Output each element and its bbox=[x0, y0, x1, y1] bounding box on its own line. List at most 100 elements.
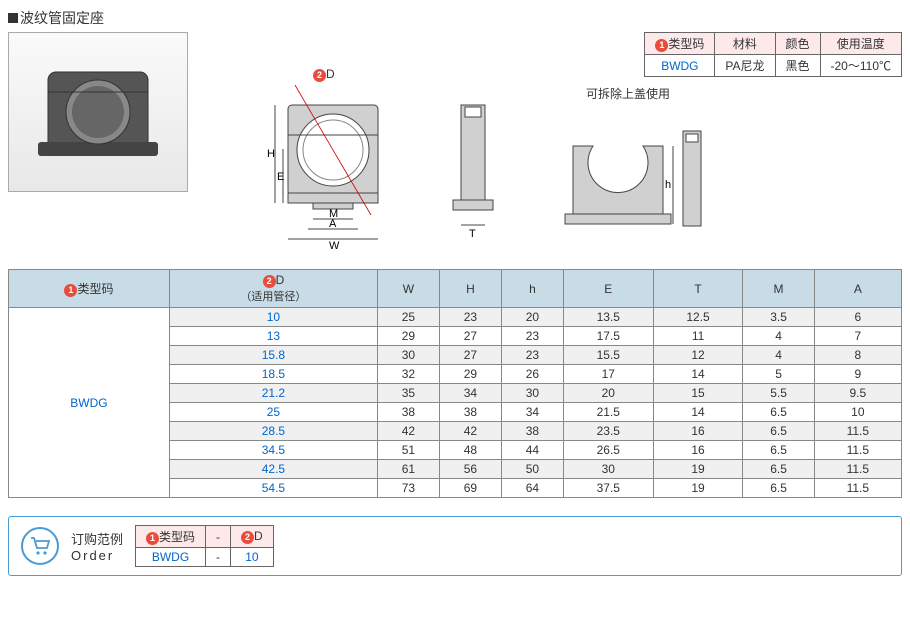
th-hh: h bbox=[501, 270, 563, 308]
value-cell: 13.5 bbox=[563, 308, 653, 327]
value-cell: 32 bbox=[377, 365, 439, 384]
value-cell: 6 bbox=[814, 308, 901, 327]
value-cell: 10 bbox=[814, 403, 901, 422]
value-cell: 25 bbox=[377, 308, 439, 327]
spec-header-material: 材料 bbox=[715, 33, 775, 55]
th-d: 2D（适用管径） bbox=[169, 270, 377, 308]
value-cell: 6.5 bbox=[743, 422, 814, 441]
value-cell: 4 bbox=[743, 346, 814, 365]
value-cell: 50 bbox=[501, 460, 563, 479]
th-h: H bbox=[439, 270, 501, 308]
d-cell: 42.5 bbox=[169, 460, 377, 479]
order-sep: - bbox=[206, 526, 231, 548]
value-cell: 27 bbox=[439, 327, 501, 346]
value-cell: 27 bbox=[439, 346, 501, 365]
order-d: 10 bbox=[231, 548, 274, 567]
value-cell: 14 bbox=[653, 403, 743, 422]
value-cell: 5.5 bbox=[743, 384, 814, 403]
d-cell: 21.2 bbox=[169, 384, 377, 403]
value-cell: 34 bbox=[439, 384, 501, 403]
svg-text:T: T bbox=[469, 228, 476, 240]
value-cell: 29 bbox=[377, 327, 439, 346]
value-cell: 4 bbox=[743, 327, 814, 346]
technical-diagrams: 2D H E M A W bbox=[203, 85, 902, 259]
value-cell: 30 bbox=[501, 384, 563, 403]
value-cell: 20 bbox=[563, 384, 653, 403]
value-cell: 15 bbox=[653, 384, 743, 403]
value-cell: 51 bbox=[377, 441, 439, 460]
type-code-cell: BWDG bbox=[9, 308, 170, 498]
th-a: A bbox=[814, 270, 901, 308]
value-cell: 19 bbox=[653, 460, 743, 479]
value-cell: 3.5 bbox=[743, 308, 814, 327]
value-cell: 29 bbox=[439, 365, 501, 384]
value-cell: 38 bbox=[439, 403, 501, 422]
value-cell: 14 bbox=[653, 365, 743, 384]
d-cell: 13 bbox=[169, 327, 377, 346]
order-table: 1类型码 - 2D BWDG - 10 bbox=[135, 525, 274, 567]
value-cell: 23 bbox=[439, 308, 501, 327]
value-cell: 11.5 bbox=[814, 422, 901, 441]
value-cell: 23.5 bbox=[563, 422, 653, 441]
spec-code: BWDG bbox=[645, 55, 715, 77]
th-type: 1类型码 bbox=[9, 270, 170, 308]
spec-header-temp: 使用温度 bbox=[820, 33, 901, 55]
order-label: 订购范例 Order bbox=[71, 529, 123, 563]
svg-text:H: H bbox=[267, 148, 275, 160]
value-cell: 56 bbox=[439, 460, 501, 479]
value-cell: 6.5 bbox=[743, 479, 814, 498]
value-cell: 20 bbox=[501, 308, 563, 327]
svg-text:E: E bbox=[277, 171, 284, 183]
spec-header-color: 颜色 bbox=[775, 33, 820, 55]
value-cell: 11.5 bbox=[814, 460, 901, 479]
value-cell: 34 bbox=[501, 403, 563, 422]
value-cell: 38 bbox=[377, 403, 439, 422]
value-cell: 26 bbox=[501, 365, 563, 384]
svg-text:h: h bbox=[665, 179, 671, 191]
table-row: BWDG1025232013.512.53.56 bbox=[9, 308, 902, 327]
value-cell: 26.5 bbox=[563, 441, 653, 460]
th-m: M bbox=[743, 270, 814, 308]
value-cell: 15.5 bbox=[563, 346, 653, 365]
value-cell: 6.5 bbox=[743, 403, 814, 422]
th-w: W bbox=[377, 270, 439, 308]
spec-header-type: 1类型码 bbox=[645, 33, 715, 55]
value-cell: 30 bbox=[377, 346, 439, 365]
cart-icon bbox=[21, 527, 59, 565]
svg-text:W: W bbox=[329, 240, 340, 252]
value-cell: 8 bbox=[814, 346, 901, 365]
th-t: T bbox=[653, 270, 743, 308]
value-cell: 30 bbox=[563, 460, 653, 479]
d-cell: 34.5 bbox=[169, 441, 377, 460]
spec-table: 1类型码 材料 颜色 使用温度 BWDG PA尼龙 黑色 -20～110℃ bbox=[644, 32, 902, 77]
value-cell: 19 bbox=[653, 479, 743, 498]
d-cell: 18.5 bbox=[169, 365, 377, 384]
value-cell: 17.5 bbox=[563, 327, 653, 346]
value-cell: 7 bbox=[814, 327, 901, 346]
order-th-d: 2D bbox=[231, 526, 274, 548]
d-cell: 28.5 bbox=[169, 422, 377, 441]
title-text: 波纹管固定座 bbox=[20, 8, 104, 28]
value-cell: 9.5 bbox=[814, 384, 901, 403]
value-cell: 23 bbox=[501, 327, 563, 346]
dimension-table: 1类型码 2D（适用管径） W H h E T M A BWDG10252320… bbox=[8, 269, 902, 498]
value-cell: 61 bbox=[377, 460, 439, 479]
value-cell: 21.5 bbox=[563, 403, 653, 422]
value-cell: 9 bbox=[814, 365, 901, 384]
value-cell: 17 bbox=[563, 365, 653, 384]
value-cell: 11.5 bbox=[814, 441, 901, 460]
value-cell: 64 bbox=[501, 479, 563, 498]
order-sep-val: - bbox=[206, 548, 231, 567]
value-cell: 6.5 bbox=[743, 460, 814, 479]
value-cell: 11.5 bbox=[814, 479, 901, 498]
value-cell: 69 bbox=[439, 479, 501, 498]
d-annotation: 2D bbox=[313, 67, 335, 82]
order-th-type: 1类型码 bbox=[136, 526, 206, 548]
spec-material: PA尼龙 bbox=[715, 55, 775, 77]
value-cell: 38 bbox=[501, 422, 563, 441]
value-cell: 5 bbox=[743, 365, 814, 384]
diagram-side: T bbox=[433, 85, 513, 255]
diagram-open: h bbox=[543, 106, 713, 256]
diagram-note: 可拆除上盖使用 bbox=[543, 85, 713, 102]
spec-color: 黑色 bbox=[775, 55, 820, 77]
